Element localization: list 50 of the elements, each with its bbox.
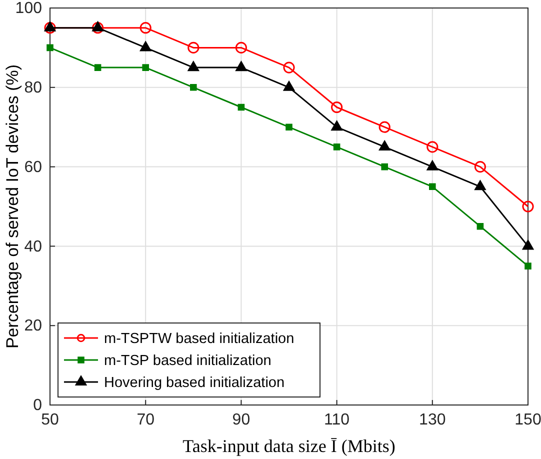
point bbox=[476, 222, 484, 230]
y-axis-title: Percentage of served IoT devices (%) bbox=[3, 64, 22, 349]
point bbox=[140, 22, 152, 34]
point bbox=[522, 200, 534, 212]
point bbox=[378, 121, 390, 133]
x-tick-label: 130 bbox=[419, 411, 446, 428]
point bbox=[44, 22, 56, 34]
point bbox=[238, 104, 245, 111]
x-tick-label: 50 bbox=[41, 411, 59, 428]
point bbox=[283, 81, 295, 91]
point bbox=[190, 84, 197, 91]
point bbox=[92, 22, 104, 34]
point bbox=[333, 144, 340, 150]
point bbox=[522, 240, 534, 250]
point bbox=[188, 42, 200, 54]
point bbox=[381, 163, 388, 170]
point bbox=[44, 22, 56, 32]
x-tick-label: 90 bbox=[232, 411, 250, 428]
point bbox=[331, 101, 343, 114]
point bbox=[429, 183, 436, 190]
point bbox=[474, 180, 486, 190]
legend-label: Hovering based initialization bbox=[104, 375, 285, 392]
y-tick-label: 20 bbox=[24, 318, 42, 335]
x-tick-label: 150 bbox=[514, 411, 541, 428]
x-tick-label: 110 bbox=[324, 411, 350, 428]
point bbox=[46, 44, 54, 52]
point bbox=[235, 42, 247, 54]
point bbox=[286, 124, 292, 130]
point bbox=[379, 140, 390, 150]
y-tick-label: 40 bbox=[24, 238, 42, 256]
x-axis-title: Task-input data size Ī (Mbits) bbox=[182, 436, 396, 456]
point bbox=[94, 64, 102, 71]
point bbox=[142, 64, 149, 71]
point bbox=[426, 141, 438, 153]
point bbox=[140, 41, 152, 52]
point bbox=[331, 120, 342, 131]
y-tick-label: 0 bbox=[33, 397, 42, 414]
point bbox=[188, 61, 199, 72]
y-tick-label: 60 bbox=[24, 158, 42, 176]
point bbox=[426, 160, 438, 170]
point bbox=[283, 62, 295, 74]
y-tick-label: 100 bbox=[15, 0, 42, 18]
point bbox=[92, 22, 104, 32]
legend-label: m-TSP based initialization bbox=[104, 353, 272, 370]
legend-label: m-TSPTW based initialization bbox=[104, 331, 294, 348]
x-tick-label: 70 bbox=[136, 411, 155, 428]
point bbox=[524, 262, 532, 270]
y-tick-label: 80 bbox=[24, 80, 42, 97]
point bbox=[236, 61, 247, 72]
point bbox=[474, 161, 486, 173]
